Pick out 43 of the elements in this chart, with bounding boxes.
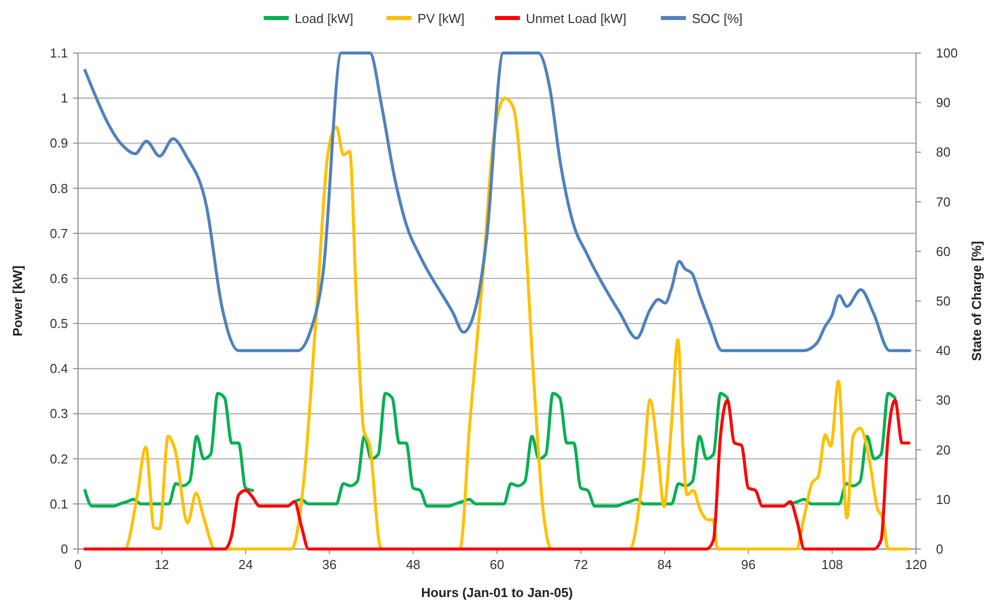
legend-label: SOC [%] (692, 11, 742, 26)
y2-tick-label: 40 (936, 343, 950, 358)
y-tick-label: 1.1 (50, 46, 68, 60)
y2-tick-label: 20 (936, 442, 950, 458)
line-series (83, 398, 911, 550)
y-tick-label: 0.5 (50, 316, 68, 332)
y2-tick-label: 0 (936, 542, 944, 556)
y-tick-label: 0.6 (50, 270, 68, 286)
y-tick-label: 0.9 (50, 136, 68, 151)
y2-tick-label: 100 (936, 46, 958, 60)
y2-tick-label: 50 (936, 294, 950, 308)
y2-tick-label: 80 (936, 144, 950, 160)
x-axis-title: Hours (Jan-01 to Jan-05) (421, 585, 573, 600)
y-tick-label: 0.1 (50, 496, 68, 512)
x-tick-label: 24 (238, 557, 253, 572)
y-tick-label: 1 (60, 90, 68, 106)
x-tick-label: 0 (74, 557, 82, 572)
y-tick-label: 0 (60, 542, 68, 556)
x-tick-label: 120 (905, 557, 927, 572)
y-tick-label: 0.8 (50, 180, 68, 196)
x-tick-label: 60 (490, 557, 504, 572)
y2-tick-label: 10 (936, 492, 950, 507)
y2-axis-title: State of Charge [%] (969, 241, 984, 361)
y-axis-title: Power [kW] (10, 266, 25, 336)
legend-label: PV [kW] (418, 11, 464, 26)
y2-tick-label: 70 (936, 194, 950, 210)
x-tick-label: 36 (322, 557, 337, 572)
y-tick-label: 0.7 (50, 226, 68, 241)
x-tick-label: 96 (741, 557, 756, 572)
y2-tick-label: 60 (936, 244, 950, 259)
line-series (83, 52, 912, 352)
legend-label: Load [kW] (294, 11, 354, 26)
y2-tick-label: 30 (936, 392, 950, 408)
x-tick-label: 12 (154, 557, 170, 572)
x-tick-label: 84 (657, 557, 672, 572)
x-tick-label: 48 (406, 557, 420, 572)
y2-tick-label: 90 (936, 95, 950, 110)
legend-label: Unmet Load [kW] (526, 11, 626, 26)
x-tick-label: 72 (574, 557, 588, 572)
y-tick-label: 0.4 (50, 361, 68, 376)
y-tick-label: 0.2 (50, 451, 68, 466)
x-tick-label: 108 (821, 557, 844, 572)
y-tick-label: 0.3 (50, 406, 68, 422)
